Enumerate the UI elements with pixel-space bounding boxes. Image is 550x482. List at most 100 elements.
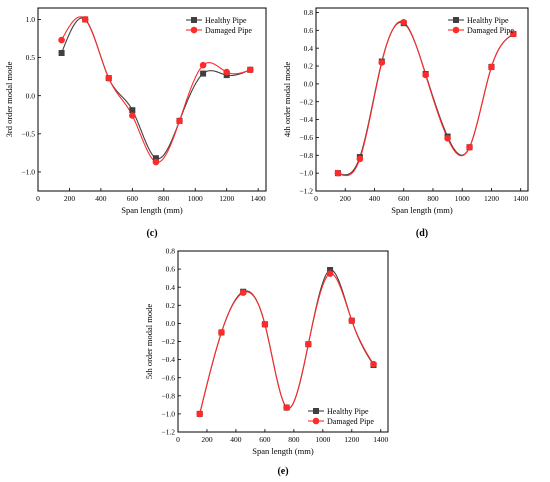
x-tick-label: 1200: [484, 194, 499, 203]
x-axis-label: Span length (mm): [252, 446, 314, 456]
x-tick-label: 1400: [513, 194, 528, 203]
x-tick-label: 200: [340, 194, 352, 203]
x-tick-label: 1000: [188, 194, 203, 203]
x-tick-label: 600: [127, 194, 139, 203]
y-tick-label: −0.4: [299, 115, 313, 124]
legend-marker-circle: [190, 26, 198, 34]
legend-marker-square: [453, 17, 459, 23]
x-tick-label: 1000: [315, 435, 330, 444]
chart-panel-c: 0 200 400 600 800 1000 1200 1400 −1.0 −0.5 0.0 0.5 1…: [4, 7, 267, 239]
panel-label: (d): [416, 228, 428, 239]
y-tick-label: −0.2: [161, 337, 175, 346]
legend-label: Healthy Pipe: [327, 407, 369, 416]
y-axis-label: 3rd order modal mode: [4, 61, 14, 137]
data-point-healthy: [58, 49, 65, 56]
data-point-damaged: [246, 66, 254, 74]
y-tick-label: −0.8: [299, 151, 313, 160]
data-point-damaged: [176, 117, 183, 125]
series-line-healthy: [337, 21, 514, 176]
x-tick-label: 400: [95, 194, 107, 203]
data-point-damaged: [356, 155, 364, 163]
legend-label: Damaged Pipe: [467, 26, 514, 35]
x-tick-label: 0: [314, 194, 318, 203]
y-tick-label: −1.0: [161, 410, 175, 419]
y-axis-label: 5th order modal mode: [144, 304, 154, 380]
legend-marker-circle: [452, 26, 460, 34]
y-tick-label: 0.2: [166, 301, 176, 310]
y-tick-label: −0.6: [299, 133, 313, 142]
x-tick-label: 400: [369, 194, 381, 203]
x-tick-label: 600: [398, 194, 410, 203]
data-point-damaged: [422, 71, 429, 79]
y-tick-label: 0.4: [304, 44, 314, 53]
y-tick-label: −0.2: [299, 97, 313, 106]
data-point-damaged: [334, 169, 342, 177]
plot-frame: [37, 7, 267, 192]
x-tick-label: 800: [158, 194, 170, 203]
data-point-damaged: [152, 158, 160, 166]
data-point-damaged: [400, 18, 408, 26]
chart-panel-e: 0 200 400 600 800 1000 1200 1400 −1.2 −1.0 −0.8 −0.…: [144, 247, 389, 477]
data-point-damaged: [199, 61, 207, 69]
data-point-damaged: [488, 63, 495, 71]
x-tick-label: 200: [201, 435, 213, 444]
legend-label: Healthy Pipe: [205, 16, 247, 25]
data-point-healthy: [327, 267, 334, 274]
x-tick-label: 800: [288, 435, 300, 444]
data-point-healthy: [129, 107, 136, 114]
panel-label: (e): [277, 466, 288, 477]
x-tick-label: 1000: [455, 194, 470, 203]
y-tick-label: 0.4: [166, 283, 176, 292]
y-tick-label: −0.6: [161, 373, 175, 382]
x-axis-label: Span length (mm): [121, 205, 183, 215]
x-tick-label: 1200: [344, 435, 359, 444]
y-tick-label: 0.0: [166, 319, 176, 328]
x-tick-label: 800: [427, 194, 439, 203]
x-axis-label: Span length (mm): [391, 205, 453, 215]
data-point-damaged: [510, 30, 517, 38]
y-tick-label: −1.2: [299, 187, 313, 196]
data-point-damaged: [218, 329, 225, 336]
legend-marker-circle: [312, 417, 320, 425]
legend-label: Damaged Pipe: [205, 26, 252, 35]
data-point-damaged: [81, 16, 89, 23]
y-tick-label: −0.8: [161, 391, 175, 400]
data-point-damaged: [466, 143, 473, 151]
legend-marker-square: [313, 408, 319, 414]
data-point-damaged: [326, 270, 334, 277]
data-point-damaged: [129, 112, 136, 119]
y-tick-label: 0.0: [304, 79, 314, 88]
y-tick-label: 0.5: [26, 53, 36, 62]
legend-marker-square: [191, 17, 197, 23]
x-tick-label: 1400: [373, 435, 388, 444]
data-point-damaged: [261, 321, 269, 328]
x-tick-label: 1400: [251, 194, 266, 203]
x-tick-label: 0: [176, 435, 180, 444]
y-tick-label: 0.6: [166, 265, 176, 274]
series-line-damaged: [337, 20, 514, 177]
data-point-damaged: [378, 59, 386, 66]
x-tick-label: 1200: [219, 194, 234, 203]
panel-label: (c): [146, 228, 157, 239]
y-tick-label: 0.2: [304, 62, 314, 71]
series-line-healthy: [61, 17, 251, 160]
y-tick-label: 0.8: [304, 8, 314, 17]
series-line-damaged: [199, 272, 374, 415]
plot-frame: [315, 7, 529, 192]
data-point-damaged: [223, 68, 230, 76]
series-line-healthy: [199, 269, 374, 415]
data-point-damaged: [444, 135, 451, 142]
y-tick-label: 0.0: [26, 91, 36, 100]
y-tick-label: 0.8: [166, 247, 176, 256]
y-tick-label: −0.5: [21, 129, 35, 138]
data-point-damaged: [305, 340, 312, 348]
x-tick-label: 0: [36, 194, 40, 203]
data-point-damaged: [283, 404, 290, 411]
data-point-damaged: [370, 360, 377, 368]
data-point-damaged: [105, 74, 113, 82]
y-tick-label: 1.0: [26, 15, 36, 24]
